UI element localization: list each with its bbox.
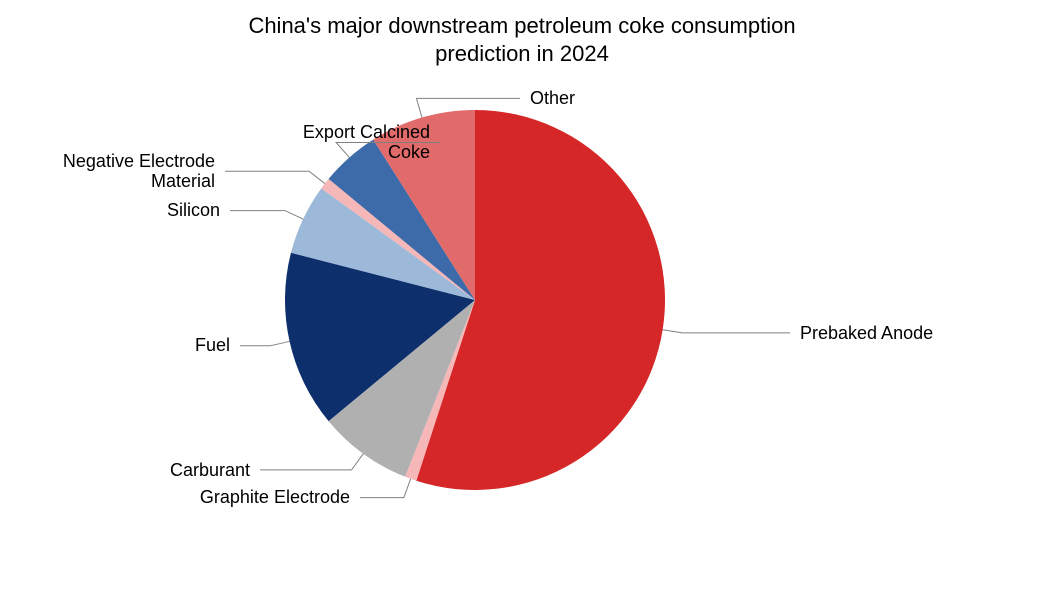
leader-line <box>360 479 411 498</box>
pie-chart-container: China's major downstream petroleum coke … <box>0 0 1044 590</box>
leader-line <box>225 171 325 183</box>
leader-line <box>260 454 363 470</box>
slice-label: Other <box>530 88 575 109</box>
slice-label: Carburant <box>170 460 250 481</box>
slice-label: Silicon <box>167 200 220 221</box>
leader-line <box>230 211 303 220</box>
slice-label: Negative Electrode Material <box>63 151 215 192</box>
slice-label: Export Calcined Coke <box>303 122 430 163</box>
slice-label: Graphite Electrode <box>200 487 350 508</box>
leader-line <box>663 330 790 333</box>
slice-label: Fuel <box>195 335 230 356</box>
leader-line <box>240 341 290 345</box>
pie-chart-svg <box>0 0 1044 590</box>
slice-label: Prebaked Anode <box>800 323 933 344</box>
